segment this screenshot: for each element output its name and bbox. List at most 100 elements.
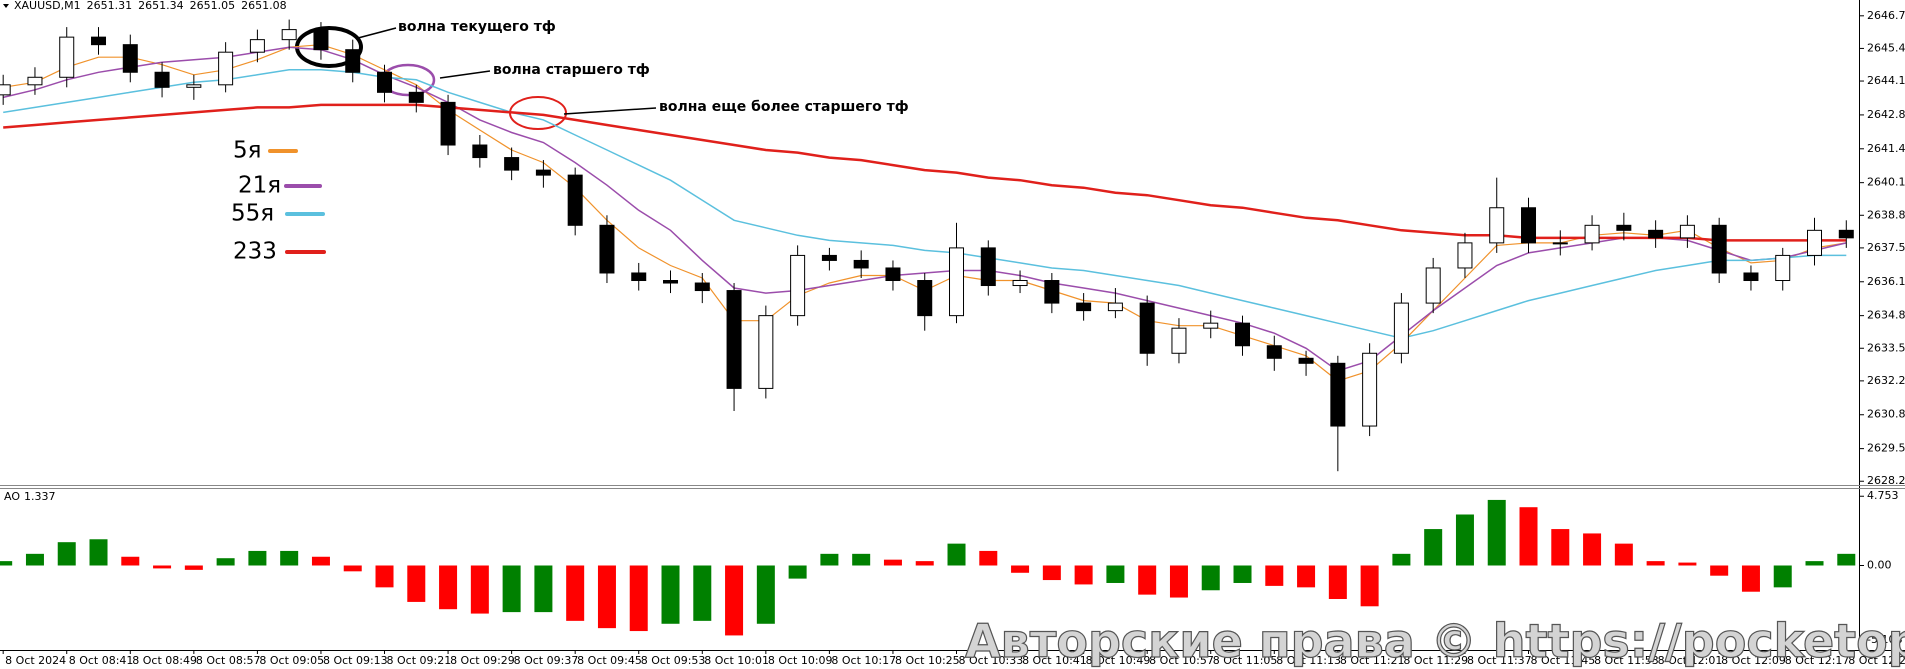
x-tick-label: 8 Oct 12:09 (1721, 654, 1786, 667)
watermark: Авторские права © https://pocketoption.r… (965, 614, 1905, 668)
x-tick-label: 8 Oct 11:37 (1467, 654, 1532, 667)
candle-body (122, 44, 138, 73)
x-tick-label: 8 Oct 12:17 (1785, 654, 1850, 667)
candle-body (1489, 207, 1505, 244)
ao-bar (1614, 543, 1633, 566)
y-tick-label: 2632.20 (1867, 374, 1905, 387)
candle-body (1235, 322, 1251, 347)
candle-body (1616, 224, 1632, 231)
ao-bar (1678, 562, 1697, 566)
y-tick-label: 2641.45 (1867, 142, 1905, 155)
ao-bar (311, 556, 330, 566)
x-tick-label: 8 Oct 10:41 (1022, 654, 1087, 667)
candle-body (1203, 322, 1219, 329)
y-tick-label: 2633.50 (1867, 341, 1905, 354)
candle-body (27, 76, 43, 86)
ao-bar (1265, 565, 1284, 586)
ao-bar (1392, 553, 1411, 566)
candle-body (1711, 224, 1727, 274)
candle-body (0, 84, 11, 96)
x-tick-label: 8 Oct 2024 (5, 654, 66, 667)
candles (0, 19, 1854, 472)
x-tick-label: 8 Oct 11:21 (1340, 654, 1405, 667)
candle-body (790, 254, 806, 317)
ao-bar (1106, 565, 1125, 583)
ma-line (3, 103, 1847, 242)
x-tick-label: 8 Oct 11:29 (1403, 654, 1468, 667)
candle-body (440, 101, 456, 146)
ao-bar (121, 556, 140, 566)
candle-body (663, 280, 679, 284)
y-tick-label: 2645.45 (1867, 41, 1905, 54)
y-tick-label: 2630.85 (1867, 408, 1905, 421)
candle-body (1076, 302, 1092, 312)
candle-body (1648, 229, 1664, 239)
candle-body (1266, 345, 1282, 359)
candle-body (1584, 224, 1600, 244)
candle-body (1298, 357, 1314, 364)
candle-body (472, 144, 488, 159)
candle-body (1679, 224, 1695, 239)
candle-body (345, 49, 361, 73)
ao-bar (248, 550, 267, 566)
candle-body (1330, 362, 1346, 427)
x-tick-label: 8 Oct 10:17 (831, 654, 896, 667)
ao-bar (629, 565, 648, 632)
candle-body (218, 51, 234, 86)
candle-body (186, 84, 202, 88)
x-tick-label: 8 Oct 08:49 (132, 654, 197, 667)
x-tick-label: 8 Oct 09:05 (259, 654, 324, 667)
y-tick-label: 4.753 (1867, 489, 1899, 502)
candle-body (1552, 242, 1568, 245)
candle-body (1044, 280, 1060, 304)
x-tick-label: 8 Oct 09:45 (577, 654, 642, 667)
candle-body (821, 254, 837, 261)
ao-bar (788, 565, 807, 579)
x-tick-label: 8 Oct 12:01 (1658, 654, 1723, 667)
x-tick-label: 8 Oct 10:33 (959, 654, 1024, 667)
candle-body (1171, 327, 1187, 354)
y-tick-label: 0.00 (1867, 558, 1892, 571)
ao-bar (979, 550, 998, 566)
menu-arrow[interactable] (3, 4, 9, 8)
ma-line (3, 69, 1847, 339)
quote: 2651.05 (190, 0, 236, 12)
x-tick-label: 8 Oct 08:57 (196, 654, 261, 667)
y-tick-label: 2637.50 (1867, 241, 1905, 254)
ao-bar (280, 550, 299, 566)
candle-body (281, 29, 297, 41)
legend-label: 21я (238, 173, 281, 199)
candle-body (631, 272, 647, 282)
pointer (357, 27, 397, 39)
candle-body (1457, 242, 1473, 269)
x-tick-label: 8 Oct 09:21 (387, 654, 452, 667)
x-tick-label: 8 Oct 08:41 (69, 654, 134, 667)
ao-bar (1360, 565, 1379, 607)
candle-body (408, 91, 424, 103)
indicator-value: 1.337 (24, 490, 56, 503)
ao-bar (1328, 565, 1347, 600)
x-tick-label: 8 Oct 10:57 (1149, 654, 1214, 667)
ao-bar (820, 553, 839, 566)
ao-bar (693, 565, 712, 621)
candle-body (1393, 302, 1409, 354)
ao-bar (343, 565, 362, 572)
y-tick-label: 2646.75 (1867, 9, 1905, 22)
candle-body (1838, 229, 1854, 239)
ao-bar (1138, 565, 1157, 595)
ao-bar (756, 565, 775, 624)
legend-label: 233 (233, 239, 277, 265)
y-tick-label: 2640.10 (1867, 176, 1905, 189)
x-tick-label: 8 Oct 10:01 (704, 654, 769, 667)
x-tick-label: 8 Oct 11:05 (1213, 654, 1278, 667)
candle-body (91, 36, 107, 46)
candle-body (1521, 207, 1537, 244)
ao-bar (184, 565, 203, 570)
x-tick-label: 8 Oct 10:49 (1086, 654, 1151, 667)
ao-bar (1169, 565, 1188, 598)
symbol: XAUUSD,M1 (14, 0, 81, 12)
candle-body (535, 169, 551, 176)
candle-body (249, 39, 265, 53)
candle-body (377, 71, 393, 93)
